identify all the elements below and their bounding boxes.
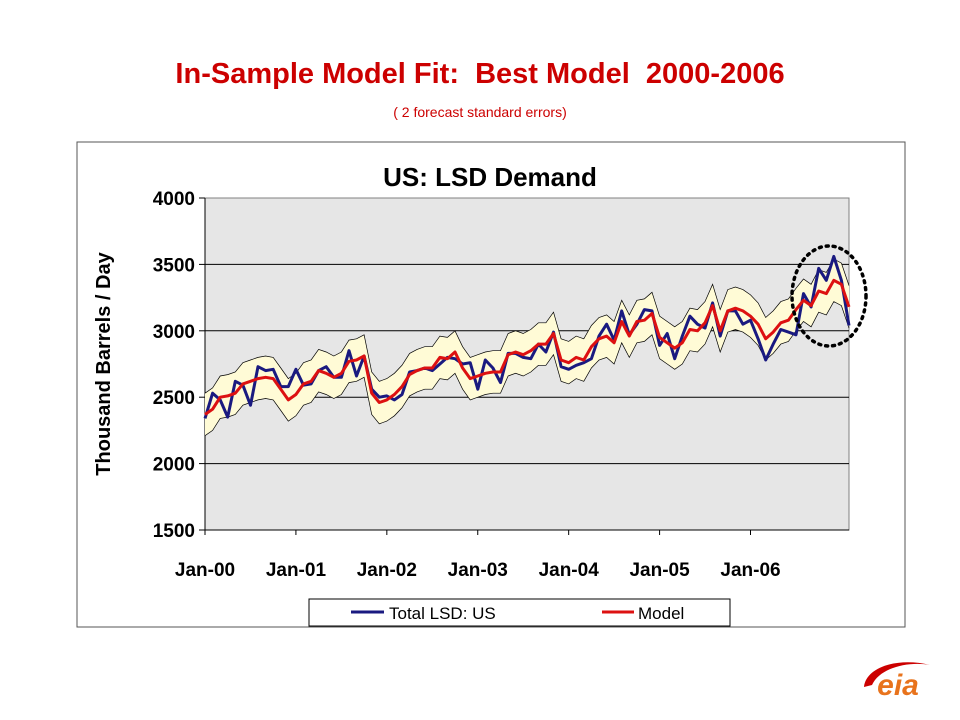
- chart-title: US: LSD Demand: [383, 162, 597, 192]
- x-tick-label: Jan-00: [175, 560, 235, 581]
- legend-label-total-lsd: Total LSD: US: [389, 604, 496, 623]
- band-fill: [205, 259, 849, 436]
- series-lines: [203, 254, 851, 419]
- y-tick-label: 2500: [153, 388, 195, 409]
- eia-logo: eia: [864, 662, 930, 702]
- y-tick-label: 1500: [153, 521, 195, 542]
- y-axis-label: Thousand Barrels / Day: [93, 251, 115, 475]
- y-tick-label: 2000: [153, 455, 195, 476]
- y-tick-label: 3000: [153, 322, 195, 343]
- slide-title: In-Sample Model Fit: Best Model 2000-200…: [175, 58, 785, 90]
- highlight-ellipse: [790, 244, 868, 348]
- band-lower: [204, 301, 850, 436]
- x-tick-label: Jan-03: [448, 560, 508, 581]
- y-tick-label: 3500: [153, 255, 195, 276]
- forecast-band: [204, 258, 850, 436]
- y-tick-label: 4000: [153, 189, 195, 210]
- x-tick-label: Jan-06: [720, 560, 780, 581]
- legend-label-model: Model: [638, 604, 684, 623]
- legend: Total LSD: US Model: [308, 598, 731, 627]
- x-tick-label: Jan-02: [357, 560, 417, 581]
- x-tick-label: Jan-04: [539, 560, 600, 581]
- eia-logo-text: eia: [877, 669, 919, 702]
- x-tick-label: Jan-01: [266, 560, 327, 581]
- y-tick-labels: 1500 2000 2500 3000 3500 4000: [153, 189, 195, 542]
- x-tick-label: Jan-05: [629, 560, 690, 581]
- series-line-model: [204, 278, 851, 416]
- eia-logo-swoosh: [864, 662, 930, 687]
- slide-subtitle: ( 2 forecast standard errors): [393, 104, 567, 120]
- band-upper: [204, 258, 850, 394]
- x-tick-labels: Jan-00 Jan-01 Jan-02 Jan-03 Jan-04 Jan-05 Jan-…: [175, 560, 781, 581]
